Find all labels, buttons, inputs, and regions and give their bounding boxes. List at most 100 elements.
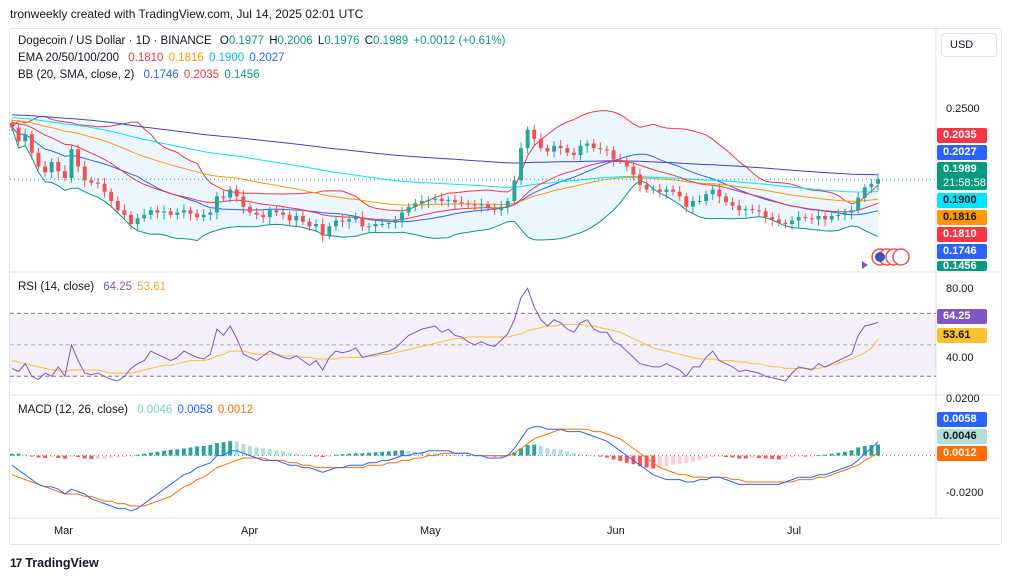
candle-body <box>175 212 180 215</box>
macd-histogram-bar <box>340 454 345 456</box>
high-value: 0.2006 <box>277 35 313 47</box>
candle-body <box>36 152 41 167</box>
macd-histogram-bar <box>195 446 200 456</box>
change-value: +0.0012 (+0.61%) <box>413 35 506 47</box>
candle-body <box>796 217 801 221</box>
candle-body <box>29 134 34 153</box>
candle-body <box>776 219 781 223</box>
candle-body <box>750 209 755 211</box>
candle-body <box>241 196 246 207</box>
close-price: 0.1989 <box>943 163 977 175</box>
macd-histogram-bar <box>16 453 21 456</box>
macd-histogram-bar <box>367 452 371 456</box>
macd-histogram-bar <box>294 453 299 456</box>
macd-signal-tag: 0.0012 <box>937 446 987 461</box>
macd-histogram-bar <box>201 446 206 456</box>
bollinger-bands <box>11 110 879 242</box>
candle-body <box>69 149 74 178</box>
candle-body <box>102 183 107 192</box>
ema200-tag: 0.2027 <box>937 145 987 160</box>
macd-histogram-bar <box>644 455 649 468</box>
candle-body <box>294 215 299 221</box>
bb-up-value: 0.2035 <box>183 69 220 81</box>
main-legend[interactable]: Dogecoin / US Dollar · 1D · BINANCE O0.1… <box>18 35 507 47</box>
macd-legend[interactable]: MACD (12, 26, close) 0.0046 0.0058 0.001… <box>18 404 255 416</box>
macd-histogram-bar <box>115 455 120 458</box>
candle-body <box>327 226 332 236</box>
macd-histogram-bar <box>776 455 781 460</box>
candle-body <box>221 196 226 198</box>
candle-body <box>446 199 451 201</box>
rsi-label[interactable]: RSI (14, close) <box>18 281 95 293</box>
open-value: 0.1977 <box>228 35 264 47</box>
macd-histogram-bar <box>532 444 537 456</box>
rsi-tick-upper: 80.00 <box>946 283 974 295</box>
bollinger-upper-line <box>11 110 879 212</box>
x-label-mar: Mar <box>54 525 73 537</box>
close-price-tag: 0.1989 21:58:58 <box>937 162 987 190</box>
candle-body <box>618 159 623 161</box>
macd-histogram-bar <box>23 454 28 456</box>
macd-histogram-bar <box>651 455 656 469</box>
ema100-value: 0.1900 <box>209 52 245 64</box>
candle-body <box>181 210 186 213</box>
bb-label[interactable]: BB (20, SMA, close, 2) <box>18 69 135 81</box>
ema-label[interactable]: EMA 20/50/100/200 <box>18 52 120 64</box>
bb-legend[interactable]: BB (20, SMA, close, 2) 0.1746 0.2035 0.1… <box>18 69 262 81</box>
ema20-value: 0.1810 <box>128 52 164 64</box>
candle-body <box>836 214 841 216</box>
macd-histogram-bar <box>439 453 444 456</box>
candle-body <box>333 220 338 227</box>
candle-body <box>651 189 656 191</box>
ema-legend[interactable]: EMA 20/50/100/200 0.1810 0.1816 0.1900 0… <box>18 52 287 64</box>
macd-histogram-bar <box>710 455 715 458</box>
candle-body <box>419 201 424 204</box>
candle-body <box>538 138 543 149</box>
candles <box>10 119 936 243</box>
candle-body <box>195 213 200 218</box>
macd-histogram-bar <box>36 455 41 458</box>
candle-body <box>142 214 147 219</box>
candle-body <box>876 179 880 184</box>
macd-histogram-bar <box>135 454 140 456</box>
candle-body <box>763 211 768 218</box>
macd-histogram-bar <box>737 455 742 459</box>
macd-histogram-bar <box>208 445 213 456</box>
candle-body <box>723 196 728 203</box>
macd-histogram-bar <box>770 455 775 459</box>
macd-histogram-bar <box>155 451 160 456</box>
macd-histogram-bar <box>446 454 451 456</box>
currency-button[interactable]: USD <box>941 33 997 57</box>
candle-body <box>856 197 861 211</box>
macd-histogram-bar <box>466 455 471 457</box>
candle-body <box>525 129 530 149</box>
candle-body <box>532 129 537 139</box>
x-label-may: May <box>420 525 441 537</box>
candle-body <box>49 161 54 173</box>
bb-lower-tag: 0.1456 <box>937 261 987 271</box>
close-label: C <box>364 35 374 47</box>
macd-histogram-bar <box>671 455 676 465</box>
candle-body <box>360 217 365 227</box>
macd-histogram-bar <box>604 455 609 458</box>
macd-histogram-bar <box>373 452 378 456</box>
macd-histogram-bar <box>248 446 252 456</box>
tradingview-brand[interactable]: 17 TradingView <box>10 556 99 570</box>
candle-body <box>598 148 603 150</box>
candle-body <box>433 198 438 200</box>
macd-histogram-bar <box>829 453 834 456</box>
macd-label[interactable]: MACD (12, 26, close) <box>18 404 128 416</box>
grid <box>10 29 1001 519</box>
candle-body <box>234 189 239 197</box>
symbol-title[interactable]: Dogecoin / US Dollar · 1D · BINANCE <box>18 35 212 47</box>
macd-histogram-bar <box>664 455 669 467</box>
event-arrow-icon <box>862 261 868 269</box>
candle-body <box>267 210 272 218</box>
macd-histogram-bar <box>743 455 748 459</box>
macd-line <box>11 426 879 512</box>
rsi-legend[interactable]: RSI (14, close) 64.25 53.61 <box>18 281 168 293</box>
open-label: O <box>219 35 229 47</box>
macd-histogram-bar <box>109 455 114 458</box>
candle-body <box>505 201 510 207</box>
